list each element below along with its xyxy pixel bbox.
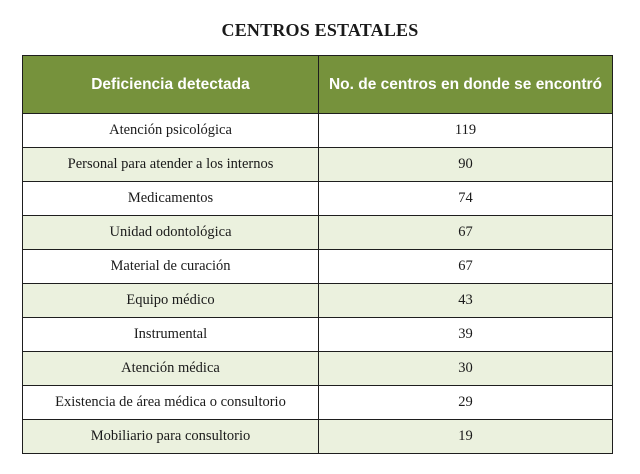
table-row: Unidad odontológica 67 (22, 215, 613, 250)
deficiency-cell: Atención médica (22, 351, 319, 386)
count-cell: 119 (318, 113, 613, 148)
count-cell: 43 (318, 283, 613, 318)
deficiency-cell: Existencia de área médica o consultorio (22, 385, 319, 420)
count-cell: 30 (318, 351, 613, 386)
table-row: Instrumental 39 (22, 317, 613, 352)
count-cell: 67 (318, 249, 613, 284)
count-cell: 19 (318, 419, 613, 454)
table-row: Medicamentos 74 (22, 181, 613, 216)
count-cell: 29 (318, 385, 613, 420)
table-row: Atención médica 30 (22, 351, 613, 386)
table-row: Existencia de área médica o consultorio … (22, 385, 613, 420)
table-row: Mobiliario para consultorio 19 (22, 419, 613, 454)
header-row: Deficiencia detectada No. de centros en … (22, 55, 613, 114)
count-cell: 90 (318, 147, 613, 182)
table-row: Material de curación 67 (22, 249, 613, 284)
deficiency-cell: Equipo médico (22, 283, 319, 318)
deficiency-cell: Instrumental (22, 317, 319, 352)
column-header-count: No. de centros en donde se encontró (318, 55, 613, 114)
deficiency-cell: Medicamentos (22, 181, 319, 216)
count-cell: 39 (318, 317, 613, 352)
table-row: Personal para atender a los internos 90 (22, 147, 613, 182)
deficiency-cell: Unidad odontológica (22, 215, 319, 250)
table-title: CENTROS ESTATALES (221, 20, 419, 40)
deficiency-table: Deficiencia detectada No. de centros en … (22, 55, 613, 454)
column-header-deficiency: Deficiencia detectada (22, 55, 319, 114)
deficiency-cell: Atención psicológica (22, 113, 319, 148)
table-row: Equipo médico 43 (22, 283, 613, 318)
table-row: Atención psicológica 119 (22, 113, 613, 148)
deficiency-cell: Personal para atender a los internos (22, 147, 319, 182)
count-cell: 74 (318, 181, 613, 216)
count-cell: 67 (318, 215, 613, 250)
deficiency-cell: Mobiliario para consultorio (22, 419, 319, 454)
deficiency-cell: Material de curación (22, 249, 319, 284)
